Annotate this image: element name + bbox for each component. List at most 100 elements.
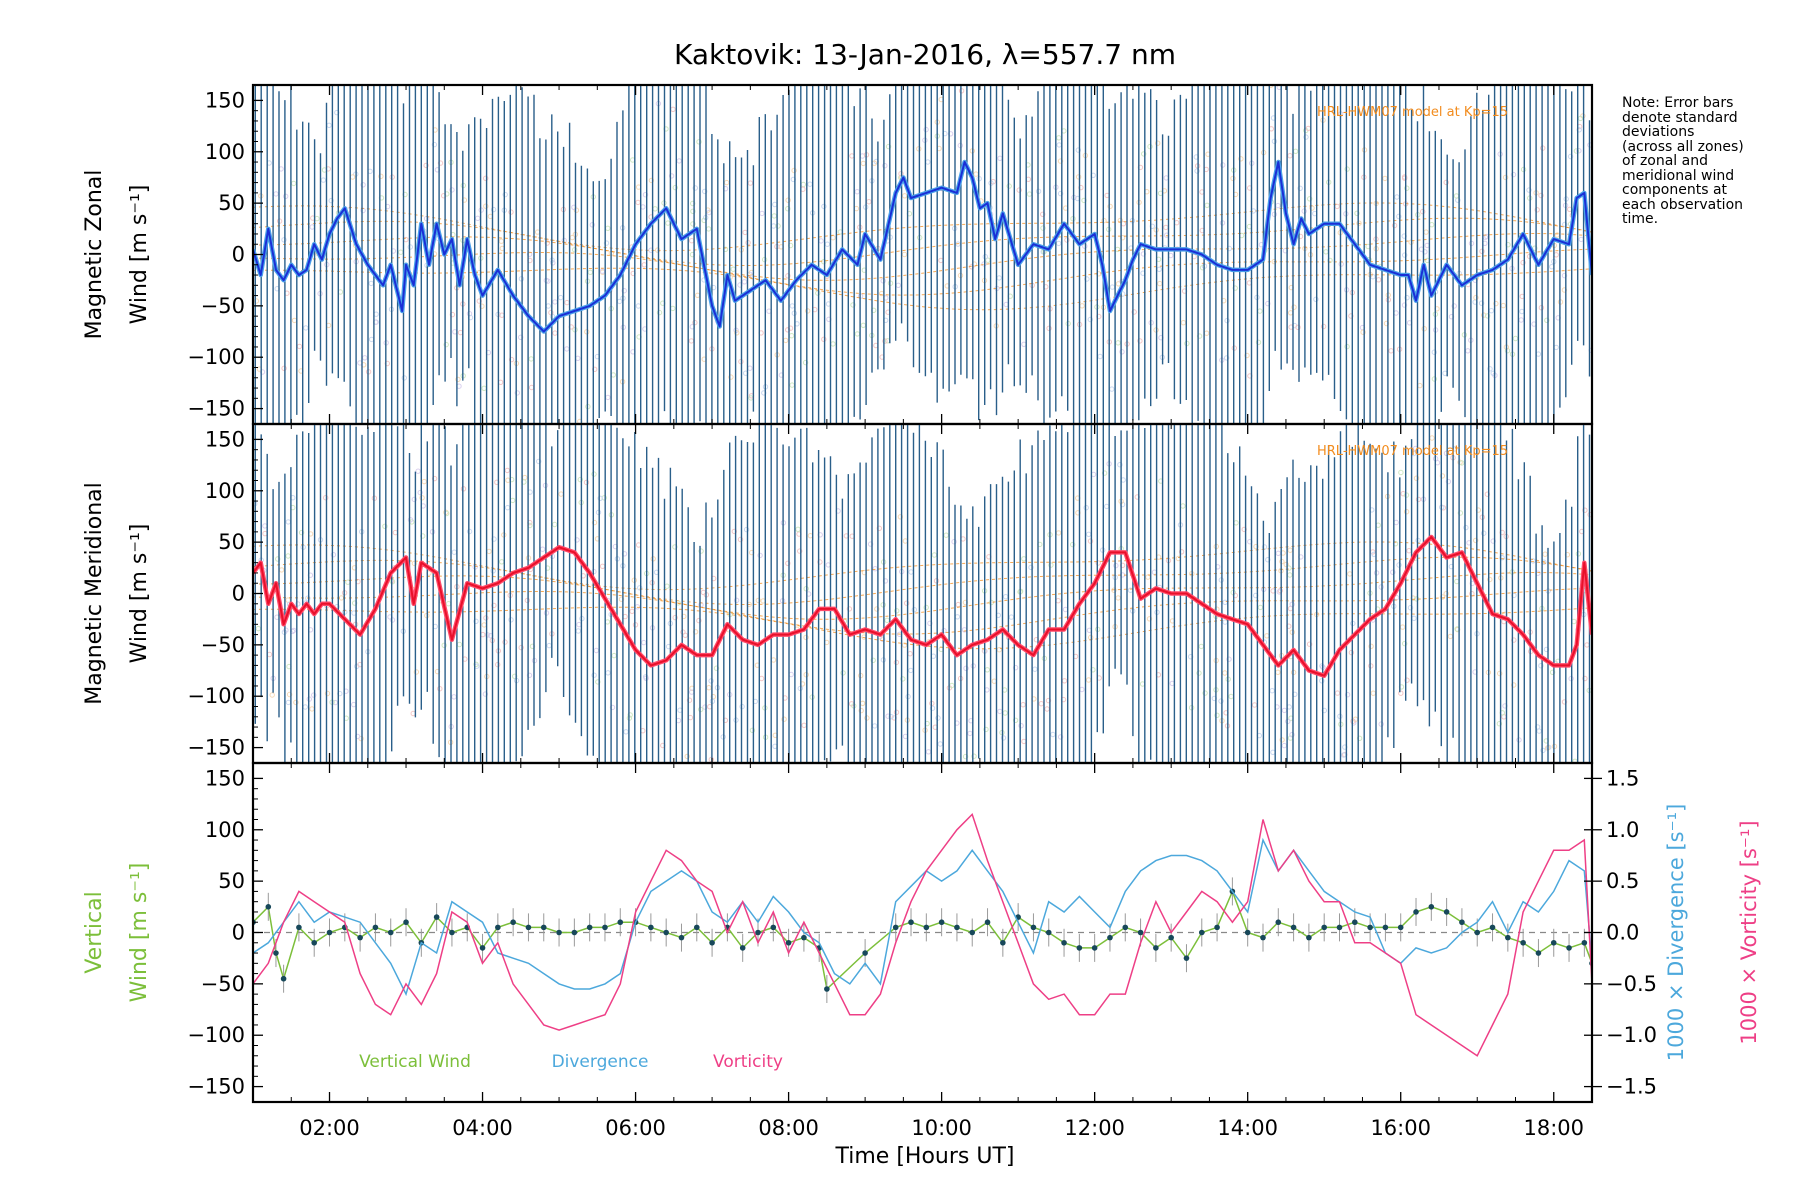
vertical-wind-point	[1244, 929, 1251, 936]
zone-sample-point	[1044, 706, 1050, 712]
y-tick-label: 150	[205, 88, 245, 112]
legend-item: Vorticity	[713, 1052, 783, 1072]
zone-sample-point	[1562, 221, 1568, 228]
zone-sample-point	[728, 374, 734, 380]
vertical-wind-point	[1321, 924, 1327, 931]
zone-sample-point	[407, 517, 414, 523]
zone-sample-point	[1057, 158, 1064, 164]
zone-sample-point	[1415, 496, 1422, 503]
zone-sample-point	[676, 158, 682, 164]
zone-sample-point	[797, 548, 803, 554]
vertical-wind-point	[1367, 924, 1373, 931]
zone-sample-point	[603, 240, 610, 246]
zone-sample-point	[616, 298, 623, 305]
vertical-wind-point	[663, 929, 669, 936]
zone-sample-point	[1146, 616, 1153, 622]
zone-sample-point	[698, 548, 704, 554]
zone-sample-point	[281, 237, 287, 243]
zone-sample-point	[937, 741, 943, 747]
zone-sample-point	[1481, 530, 1487, 536]
zone-sample-point	[1511, 637, 1517, 643]
zone-sample-point	[445, 601, 452, 607]
zone-sample-point	[696, 139, 702, 145]
zone-sample-point	[1411, 615, 1417, 621]
zone-sample-point	[296, 343, 303, 350]
zone-sample-point	[499, 559, 505, 565]
zone-sample-point	[925, 749, 932, 755]
zone-sample-point	[1012, 717, 1019, 723]
zone-sample-point	[1287, 605, 1294, 612]
zone-sample-point	[1479, 248, 1485, 255]
zone-sample-point	[1016, 187, 1022, 193]
y-axis-label-line2: Wind [m s⁻¹]	[127, 185, 152, 325]
zone-sample-point	[1255, 339, 1262, 345]
zone-sample-point	[564, 299, 570, 306]
right-y-tick-label: 0.0	[1606, 921, 1639, 945]
zone-sample-point	[1279, 558, 1285, 565]
zone-sample-point	[456, 641, 463, 648]
vertical-wind-point	[403, 919, 409, 926]
zone-sample-point	[1008, 614, 1015, 620]
zone-sample-point	[1457, 510, 1464, 516]
zone-sample-point	[473, 618, 479, 624]
zone-sample-point	[1279, 737, 1285, 743]
zone-sample-point	[411, 560, 418, 567]
vertical-wind-point	[954, 924, 960, 931]
legend-item: Divergence	[552, 1052, 649, 1072]
vertical-wind-point	[1443, 909, 1450, 915]
zone-sample-point	[291, 317, 298, 324]
zone-sample-point	[1356, 220, 1362, 226]
zone-sample-point	[1542, 551, 1548, 557]
zone-sample-point	[1026, 191, 1033, 197]
zone-sample-point	[1064, 237, 1070, 243]
zone-sample-point	[577, 476, 583, 483]
zone-sample-point	[702, 188, 708, 195]
zone-sample-point	[528, 384, 535, 391]
zone-sample-point	[546, 642, 552, 649]
zone-sample-point	[1497, 670, 1503, 677]
zone-sample-point	[552, 299, 558, 305]
zone-sample-point	[690, 221, 696, 227]
zone-sample-point	[253, 298, 260, 304]
y-tick-label: −150	[187, 1075, 245, 1099]
vertical-wind-point	[1198, 929, 1205, 936]
zone-sample-point	[1443, 179, 1449, 186]
zone-sample-point	[908, 667, 914, 674]
zone-sample-point	[1111, 587, 1117, 593]
zone-sample-point	[935, 715, 941, 721]
zone-sample-point	[1347, 571, 1353, 577]
zone-sample-point	[1056, 135, 1062, 141]
zone-sample-point	[1119, 349, 1125, 355]
panel-zonal: HRL-HWM07 model at Kp=15 150 100 50 0 −50 −100…	[82, 83, 1594, 426]
zone-sample-point	[475, 215, 481, 222]
zone-sample-point	[1222, 619, 1228, 625]
zone-sample-point	[867, 541, 874, 547]
zone-sample-point	[309, 706, 315, 712]
y-tick-label: −150	[187, 397, 245, 421]
vertical-wind-point	[479, 945, 486, 951]
vertical-wind-point	[1474, 929, 1481, 936]
vertical-wind-point	[280, 975, 287, 982]
zone-sample-point	[599, 563, 606, 569]
zone-sample-point	[785, 273, 791, 279]
zone-sample-point	[303, 325, 309, 331]
zone-sample-point	[1194, 168, 1200, 174]
zone-sample-point	[1375, 277, 1382, 283]
zone-sample-point	[483, 615, 489, 621]
zone-sample-point	[1281, 742, 1288, 749]
vertical-wind-point	[273, 950, 279, 956]
vertical-wind-point	[1550, 939, 1557, 946]
zone-sample-point	[518, 334, 524, 340]
x-tick-label: 04:00	[452, 1116, 513, 1140]
zone-sample-point	[1075, 147, 1082, 153]
zone-sample-point	[1404, 185, 1410, 191]
vertical-wind-point	[1566, 945, 1572, 951]
zone-sample-point	[943, 532, 949, 538]
zone-sample-point	[1488, 308, 1495, 314]
vertical-wind-point	[372, 924, 379, 931]
zone-sample-point	[398, 249, 404, 255]
zone-sample-point	[320, 177, 327, 183]
y-axis-label-line2: Wind [m s⁻¹]	[127, 863, 152, 1003]
zone-sample-point	[1571, 618, 1577, 625]
